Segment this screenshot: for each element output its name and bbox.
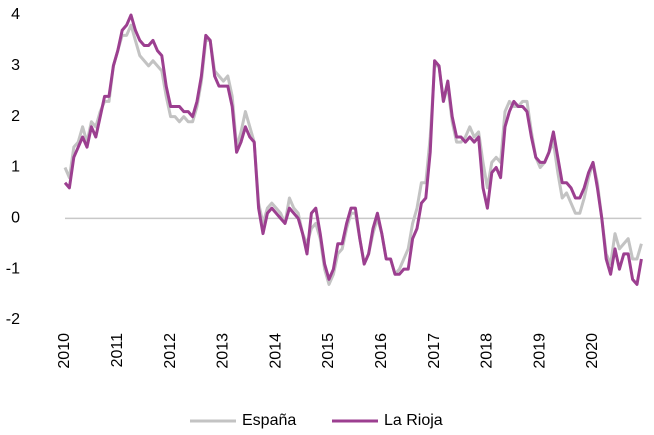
x-tick-label: 2016 (373, 333, 390, 369)
x-tick-label: 2015 (320, 333, 337, 369)
x-tick-label: 2018 (479, 333, 496, 369)
x-tick-label: 2014 (267, 333, 284, 369)
x-tick-label: 2020 (584, 333, 601, 369)
y-tick-label: 2 (11, 108, 20, 125)
x-tick-label: 2013 (215, 333, 232, 369)
y-tick-label: 4 (11, 6, 20, 23)
legend-label: La Rioja (384, 412, 443, 429)
series-line (63, 23, 643, 286)
legend-label: España (242, 412, 296, 429)
x-tick-label: 2012 (162, 333, 179, 369)
y-tick-label: 0 (11, 210, 20, 227)
x-tick-label: 2010 (56, 333, 73, 369)
y-tick-label: 1 (11, 159, 20, 176)
y-tick-label: -1 (6, 260, 20, 277)
x-tick-label: 2011 (109, 333, 126, 368)
y-tick-label: 3 (11, 57, 20, 74)
series-line (63, 13, 643, 286)
x-tick-label: 2017 (426, 333, 443, 369)
x-tick-label: 2019 (531, 333, 548, 369)
y-tick-label: -2 (6, 311, 20, 328)
